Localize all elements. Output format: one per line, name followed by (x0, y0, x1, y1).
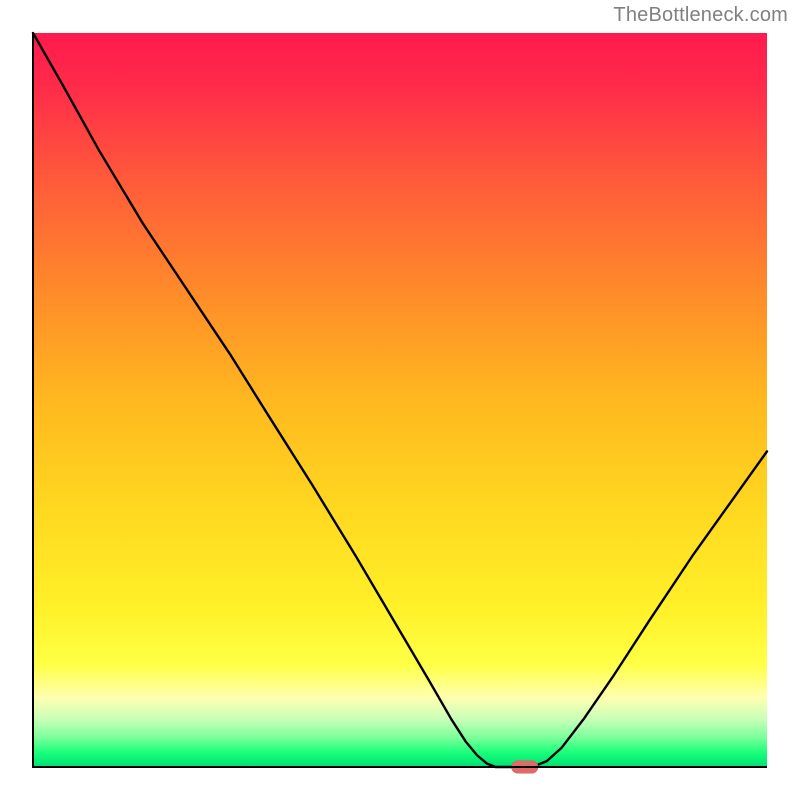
chart-container: TheBottleneck.com (0, 0, 800, 800)
bottleneck-chart (0, 0, 800, 800)
plot-background (33, 33, 767, 767)
watermark-text: TheBottleneck.com (613, 4, 788, 27)
